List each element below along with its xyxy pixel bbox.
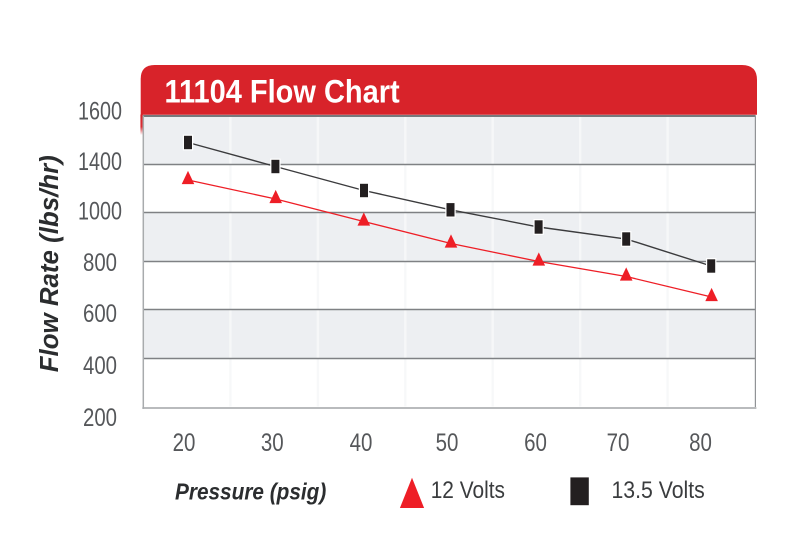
svg-text:Pressure (psig): Pressure (psig) [175, 478, 326, 504]
svg-text:1600: 1600 [78, 97, 122, 125]
svg-text:11104 Flow Chart: 11104 Flow Chart [165, 74, 400, 110]
svg-text:1000: 1000 [78, 197, 122, 225]
svg-text:12 Volts: 12 Volts [431, 477, 505, 504]
svg-text:60: 60 [524, 428, 547, 456]
svg-text:Flow Rate (lbs/hr): Flow Rate (lbs/hr) [36, 155, 64, 372]
svg-text:13.5 Volts: 13.5 Volts [612, 476, 705, 504]
svg-text:1400: 1400 [78, 148, 122, 176]
svg-text:70: 70 [607, 428, 630, 456]
svg-text:20: 20 [173, 428, 196, 456]
svg-text:800: 800 [83, 248, 117, 277]
svg-text:600: 600 [83, 299, 117, 328]
svg-text:30: 30 [261, 428, 284, 456]
svg-text:80: 80 [689, 428, 712, 456]
svg-text:40: 40 [350, 428, 373, 456]
svg-text:50: 50 [436, 428, 459, 456]
svg-text:400: 400 [83, 351, 117, 380]
svg-text:200: 200 [83, 403, 117, 432]
